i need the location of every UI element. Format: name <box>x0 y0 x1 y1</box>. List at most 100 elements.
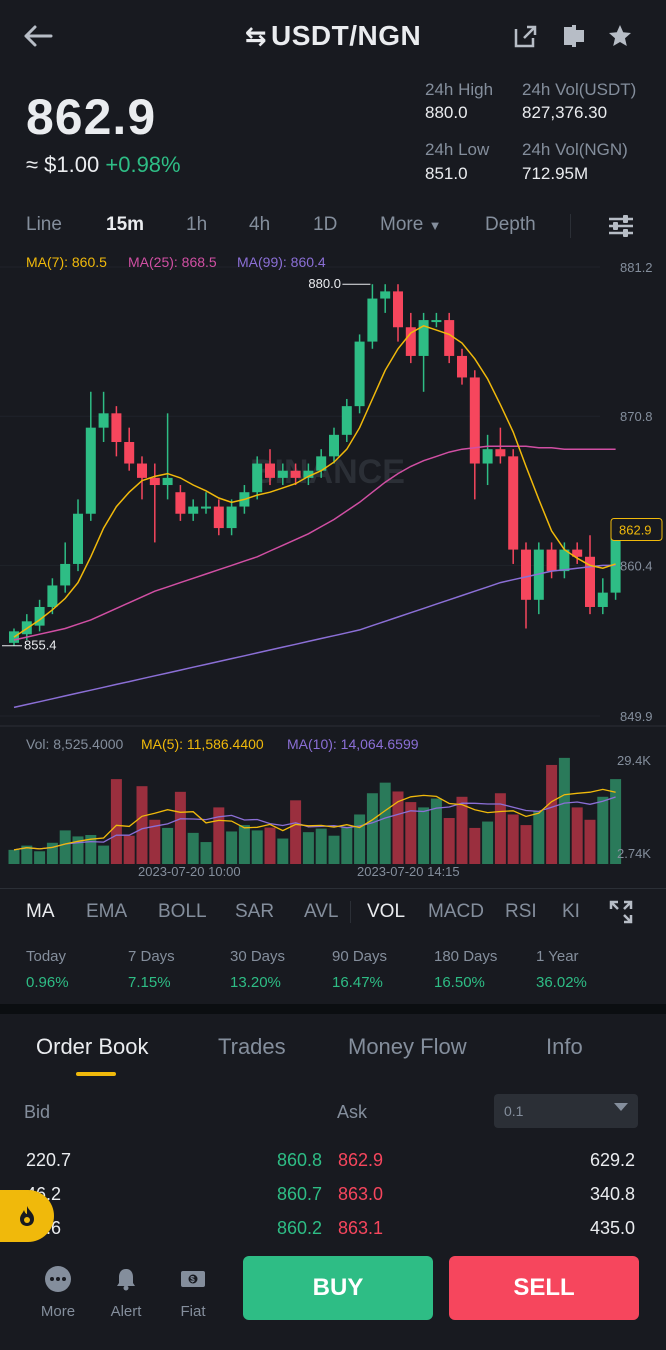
volume-bar-up <box>610 779 622 864</box>
vol-usdt-value: 827,376.30 <box>522 103 608 122</box>
candle-down <box>137 463 147 478</box>
fullscreen-icon[interactable] <box>608 899 634 930</box>
change-percent: +0.98% <box>105 152 181 177</box>
volume-tick-label: 2.74K <box>617 846 651 861</box>
ind-sar[interactable]: SAR <box>235 901 275 922</box>
ask-qty: 435.0 <box>590 1218 636 1238</box>
chart-settings-icon[interactable] <box>606 212 636 245</box>
floating-hot-button[interactable] <box>0 1190 54 1242</box>
volume-bar-down <box>149 819 161 864</box>
vol-ngn-value: 712.95M <box>522 164 589 183</box>
volume-bar-down <box>174 791 186 864</box>
alert-label: Alert <box>110 1303 142 1320</box>
ind-boll[interactable]: BOLL <box>158 901 207 922</box>
ind-vol[interactable]: VOL <box>367 901 406 922</box>
tf-line[interactable]: Line <box>26 214 62 235</box>
ask-header: Ask <box>337 1102 368 1122</box>
buy-button[interactable]: BUY <box>243 1256 433 1320</box>
order-book-row[interactable]: 220.7 860.8 862.9 629.2 <box>0 1144 666 1176</box>
volume-bar-down <box>443 818 455 864</box>
svg-text:$: $ <box>190 1275 195 1284</box>
volume-bar-up <box>379 782 391 864</box>
volume-bar-up <box>430 798 442 864</box>
tab-info[interactable]: Info <box>546 1034 583 1059</box>
candle-up <box>188 506 199 514</box>
candle-down <box>444 320 455 356</box>
price-tick-label: 849.9 <box>620 709 653 724</box>
order-book-row[interactable]: 43.6 860.2 863.1 435.0 <box>0 1212 666 1244</box>
volume-bar-up <box>251 830 263 864</box>
perf-label-7d: 7 Days <box>128 948 175 965</box>
volume-bar-up <box>187 832 199 864</box>
high-marker-label: 880.0 <box>308 276 341 291</box>
candle-up <box>354 341 365 407</box>
vol-ngn-label: 24h Vol(NGN) <box>522 140 628 159</box>
ind-rsi[interactable]: RSI <box>505 901 537 922</box>
tf-1h[interactable]: 1h <box>186 214 208 235</box>
tf-depth[interactable]: Depth <box>485 214 536 235</box>
tab-trades[interactable]: Trades <box>218 1034 286 1059</box>
ma25-legend: MA(25): 868.5 <box>128 254 217 270</box>
ind-avl[interactable]: AVL <box>304 901 339 922</box>
banknote-icon: $ <box>181 1271 205 1287</box>
ind-ma[interactable]: MA <box>26 901 55 922</box>
candle-up <box>380 291 391 299</box>
ma7-line <box>13 324 616 638</box>
sell-button[interactable]: SELL <box>449 1256 639 1320</box>
tf-more[interactable]: More ▼ <box>380 214 441 236</box>
candle-up <box>367 298 378 342</box>
depth-precision-select[interactable]: 0.1 <box>494 1094 638 1128</box>
volume-bar-up <box>341 826 353 864</box>
volume-bar-down <box>469 827 481 864</box>
candle-down <box>290 470 301 478</box>
perf-value-today: 0.96% <box>26 974 69 991</box>
fiat-button[interactable]: $ Fiat <box>163 1266 223 1320</box>
depth-value: 0.1 <box>504 1103 524 1119</box>
tf-15m[interactable]: 15m <box>106 214 145 235</box>
timeframe-bar: Line 15m 1h 4h 1D More ▼ Depth <box>0 204 666 248</box>
order-book-row[interactable]: 46.2 860.7 863.0 340.8 <box>0 1178 666 1210</box>
bid-price: 860.7 <box>277 1184 323 1204</box>
perf-value-90d: 16.47% <box>332 974 383 991</box>
candle-down <box>393 291 403 328</box>
flame-icon <box>20 1206 34 1226</box>
layout-toggle-icon[interactable] <box>558 20 590 52</box>
favorite-star-icon[interactable] <box>604 20 636 52</box>
ind-macd[interactable]: MACD <box>428 901 484 922</box>
swap-icon: ⇆ <box>244 21 268 51</box>
alert-button[interactable]: Alert <box>96 1266 156 1320</box>
more-label: More <box>40 1303 76 1320</box>
pair-title[interactable]: ⇆ USDT/NGN <box>0 20 666 52</box>
tf-4h[interactable]: 4h <box>249 214 271 235</box>
volume-bar-up <box>85 834 97 864</box>
ma7-legend: MA(7): 860.5 <box>26 254 107 270</box>
volume-bar-down <box>123 835 135 864</box>
ind-ema[interactable]: EMA <box>86 901 128 922</box>
candle-up <box>329 434 339 457</box>
share-icon[interactable] <box>510 20 542 52</box>
perf-value-1y: 36.02% <box>536 974 587 991</box>
tab-money-flow[interactable]: Money Flow <box>348 1034 467 1059</box>
candle-down <box>124 442 135 464</box>
more-button[interactable]: More <box>28 1266 88 1320</box>
volume-bar-up <box>315 828 327 864</box>
more-dots-icon <box>45 1266 71 1292</box>
tf-1d[interactable]: 1D <box>313 214 338 235</box>
tab-order-book[interactable]: Order Book <box>36 1034 149 1059</box>
volume-bar-up <box>277 838 289 864</box>
ma99-line <box>13 564 616 709</box>
section-divider <box>0 1004 666 1014</box>
back-arrow-icon[interactable] <box>22 20 54 52</box>
ask-qty: 340.8 <box>590 1184 636 1204</box>
candle-down <box>469 377 480 464</box>
candle-up <box>47 585 58 607</box>
price-chart[interactable]: MA(7): 860.5 MA(25): 868.5 MA(99): 860.4… <box>0 248 666 880</box>
volume-bar-up <box>72 836 84 864</box>
ind-kdj[interactable]: KI <box>562 901 580 922</box>
candle-down <box>405 327 416 356</box>
caret-down-icon: ▼ <box>428 218 442 233</box>
ask-price: 863.0 <box>338 1184 384 1204</box>
volume-bar-up <box>366 793 378 864</box>
candle-chart-canvas: BINANCE 881.2 870.8 860.4 849.9 880.0 855.4 86… <box>0 260 666 879</box>
fiat-price-row: ≈ $1.00 +0.98% <box>26 152 181 178</box>
